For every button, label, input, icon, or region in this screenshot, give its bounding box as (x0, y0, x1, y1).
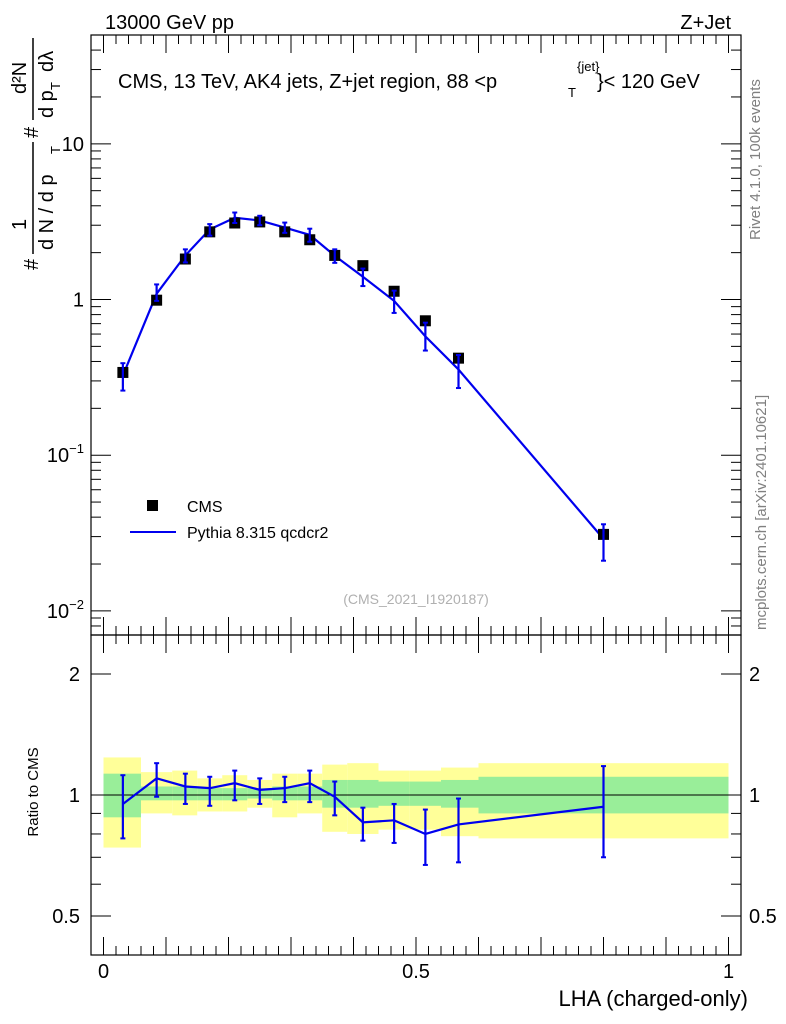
x-tick-label: 1 (723, 961, 734, 983)
y-axis-label: # 1 d N / d p T # d²N d p T dλ (9, 38, 63, 270)
y-tick-label: 1 (73, 290, 84, 312)
y-label-hash2: # (21, 126, 43, 138)
ratio-data-layer (91, 757, 741, 866)
ratio-y-tick-label: 1 (69, 785, 80, 807)
analysis-id: (CMS_2021_I1920187) (343, 591, 489, 607)
y-label-hash: # (21, 258, 43, 270)
main-ticks: 10−2 10−1 1 10 (47, 34, 742, 636)
stat-unc-band (378, 781, 410, 806)
y-label-d2n: d²N (9, 62, 31, 94)
y-label-dlambda: dλ (36, 51, 58, 72)
x-tick-label: 0 (98, 961, 109, 983)
x-axis-label: LHA (charged-only) (558, 986, 748, 1011)
legend-cms-label: CMS (187, 499, 223, 516)
legend-cms-marker (147, 500, 158, 511)
y-label-dp: d p (36, 90, 58, 118)
ratio-ticks: 0.5 0.5 1 1 2 2 0 0.5 1 (52, 635, 777, 983)
ratio-y-label: Ratio to CMS (25, 747, 42, 836)
rivet-label: Rivet 4.1.0, 100k events (747, 79, 764, 240)
y-tick-label: 10−1 (47, 441, 84, 467)
title-main: CMS, 13 TeV, AK4 jets, Z+jet region, 88 … (118, 71, 497, 93)
title-sub: T (568, 85, 576, 100)
y-label-dn: d N / d p (36, 174, 58, 250)
mc-line (121, 216, 605, 540)
y-label-dn-sub: T (48, 146, 63, 154)
ratio-y-tick-label-right: 2 (749, 664, 760, 686)
y-label-one: 1 (9, 219, 31, 230)
y-tick-label: 10 (62, 134, 84, 156)
ratio-y-tick-label: 2 (69, 664, 80, 686)
title-tail: }< 120 GeV (597, 71, 701, 93)
main-data-layer (117, 211, 609, 562)
ratio-y-tick-label-right: 1 (749, 785, 760, 807)
legend-pythia-label: Pythia 8.315 qcdcr2 (187, 525, 329, 542)
stat-unc-band (347, 779, 379, 808)
y-label-dp-sub: T (48, 82, 63, 90)
legend: CMS Pythia 8.315 qcdcr2 (130, 499, 329, 542)
plot-title: CMS, 13 TeV, AK4 jets, Z+jet region, 88 … (118, 59, 701, 100)
header-left: 13000 GeV pp (105, 12, 234, 34)
main-frame (90, 34, 742, 636)
stat-unc-band (441, 779, 479, 808)
header-right: Z+Jet (680, 12, 731, 34)
title-sup: {jet} (577, 59, 600, 74)
main-panel: 10−2 10−1 1 10 CMS, 13 TeV, AK4 jets, Z+jet… (47, 34, 742, 636)
mcplots-label: mcplots.cern.ch [arXiv:2401.10621] (753, 395, 770, 630)
ratio-y-tick-label: 0.5 (52, 906, 80, 928)
y-tick-label: 10−2 (47, 597, 84, 623)
cms-point (419, 315, 431, 327)
cms-point (357, 260, 369, 272)
ratio-panel: 0.5 0.5 1 1 2 2 0 0.5 1 (52, 634, 777, 983)
x-tick-label: 0.5 (402, 961, 430, 983)
ratio-line (122, 777, 604, 836)
stat-unc-band (409, 781, 441, 806)
ratio-y-tick-label-right: 0.5 (749, 906, 777, 928)
